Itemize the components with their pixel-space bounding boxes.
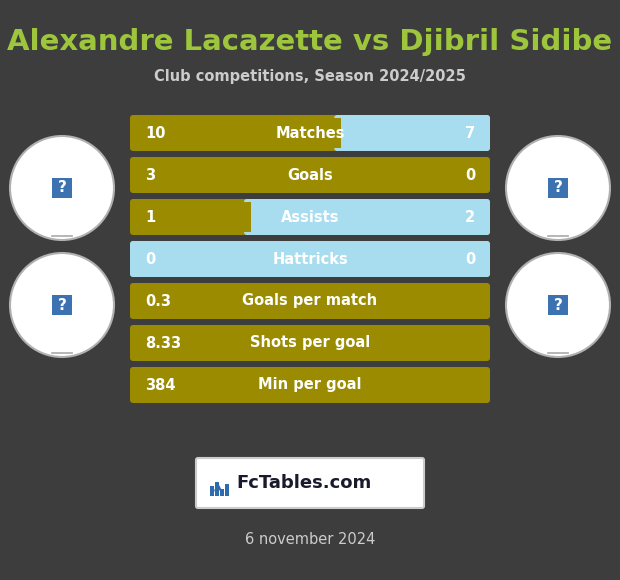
Text: Club competitions, Season 2024/2025: Club competitions, Season 2024/2025 (154, 68, 466, 84)
Text: Goals: Goals (287, 168, 333, 183)
Circle shape (506, 136, 610, 240)
Text: 0: 0 (145, 252, 155, 266)
Text: Matches: Matches (275, 125, 345, 140)
Circle shape (506, 253, 610, 357)
Text: ?: ? (554, 180, 562, 195)
FancyBboxPatch shape (130, 325, 490, 361)
Text: 0.3: 0.3 (145, 293, 171, 309)
Circle shape (10, 253, 114, 357)
Text: ?: ? (554, 298, 562, 313)
Text: 3: 3 (145, 168, 155, 183)
FancyBboxPatch shape (130, 199, 490, 235)
Text: ?: ? (58, 298, 66, 313)
Text: Assists: Assists (281, 209, 339, 224)
Text: 0: 0 (465, 168, 475, 183)
FancyBboxPatch shape (130, 367, 490, 403)
Text: 10: 10 (145, 125, 166, 140)
Text: Shots per goal: Shots per goal (250, 335, 370, 350)
FancyBboxPatch shape (548, 295, 568, 315)
Text: 384: 384 (145, 378, 175, 393)
Text: ?: ? (58, 180, 66, 195)
FancyBboxPatch shape (548, 178, 568, 198)
FancyBboxPatch shape (334, 115, 490, 151)
Text: 7: 7 (465, 125, 475, 140)
Text: Alexandre Lacazette vs Djibril Sidibe: Alexandre Lacazette vs Djibril Sidibe (7, 28, 613, 56)
Text: 6 november 2024: 6 november 2024 (245, 532, 375, 548)
FancyBboxPatch shape (52, 295, 72, 315)
FancyBboxPatch shape (130, 283, 490, 319)
FancyBboxPatch shape (130, 157, 490, 193)
Text: Min per goal: Min per goal (259, 378, 361, 393)
FancyBboxPatch shape (130, 241, 490, 277)
Text: 1: 1 (145, 209, 155, 224)
FancyBboxPatch shape (244, 199, 490, 235)
Circle shape (10, 136, 114, 240)
FancyBboxPatch shape (210, 486, 214, 496)
FancyBboxPatch shape (225, 484, 229, 496)
FancyBboxPatch shape (220, 489, 224, 496)
Text: 8.33: 8.33 (145, 335, 181, 350)
Text: 0: 0 (465, 252, 475, 266)
FancyBboxPatch shape (215, 482, 219, 496)
Text: FcTables.com: FcTables.com (236, 474, 371, 492)
FancyBboxPatch shape (130, 115, 490, 151)
Text: 2: 2 (465, 209, 475, 224)
FancyBboxPatch shape (52, 178, 72, 198)
FancyBboxPatch shape (133, 202, 251, 232)
Text: Goals per match: Goals per match (242, 293, 378, 309)
FancyBboxPatch shape (130, 241, 490, 277)
Text: Hattricks: Hattricks (272, 252, 348, 266)
FancyBboxPatch shape (196, 458, 424, 508)
FancyBboxPatch shape (133, 118, 341, 148)
